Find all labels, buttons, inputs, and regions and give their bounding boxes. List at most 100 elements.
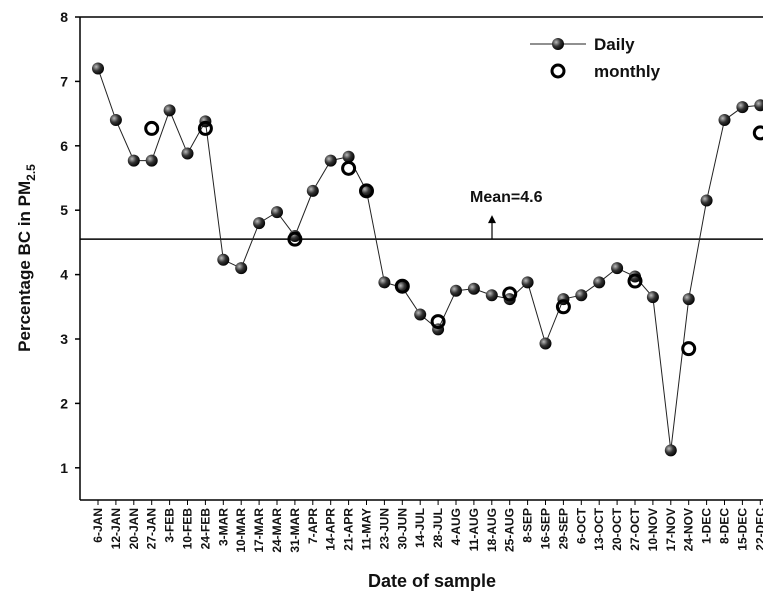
monthly-point bbox=[341, 160, 357, 176]
daily-point bbox=[611, 262, 624, 275]
daily-point bbox=[109, 114, 122, 127]
x-tick-label: 14-APR bbox=[324, 508, 338, 551]
x-tick-label: 6-OCT bbox=[574, 507, 588, 544]
monthly-point bbox=[197, 120, 213, 136]
x-tick-label: 20-JAN bbox=[127, 508, 141, 549]
x-tick-label: 15-DEC bbox=[735, 508, 749, 551]
legend-marker bbox=[552, 38, 564, 50]
x-tick-label: 12-JAN bbox=[109, 508, 123, 549]
monthly-point bbox=[502, 286, 518, 302]
y-tick-label: 1 bbox=[60, 460, 68, 476]
y-tick-label: 5 bbox=[60, 202, 68, 218]
daily-point bbox=[360, 184, 373, 197]
daily-point bbox=[575, 289, 588, 302]
daily-point bbox=[378, 276, 391, 289]
x-tick-label: 22-DEC bbox=[753, 508, 763, 551]
x-tick-label: 8-DEC bbox=[718, 508, 732, 544]
daily-point bbox=[324, 154, 337, 167]
daily-point bbox=[664, 444, 677, 457]
monthly-point bbox=[627, 273, 643, 289]
monthly-point bbox=[555, 299, 571, 315]
x-tick-label: 28-JUL bbox=[431, 508, 445, 548]
daily-point bbox=[718, 114, 731, 127]
y-tick-label: 2 bbox=[60, 395, 68, 411]
x-tick-label: 1-DEC bbox=[700, 508, 714, 544]
x-tick-label: 21-APR bbox=[342, 508, 356, 551]
x-tick-label: 6-JAN bbox=[91, 508, 105, 543]
x-tick-label: 18-AUG bbox=[485, 508, 499, 552]
daily-line bbox=[97, 68, 761, 451]
monthly-point bbox=[430, 314, 446, 330]
x-tick-label: 30-JUN bbox=[395, 508, 409, 549]
daily-point bbox=[521, 276, 534, 289]
daily-point bbox=[145, 154, 158, 167]
daily-point bbox=[646, 291, 659, 304]
legend-marker bbox=[550, 63, 566, 79]
legend-label: monthly bbox=[594, 62, 661, 81]
x-tick-label: 24-NOV bbox=[682, 508, 696, 551]
monthly-point bbox=[752, 125, 763, 141]
x-tick-label: 27-OCT bbox=[628, 507, 642, 550]
x-tick-label: 4-AUG bbox=[449, 508, 463, 545]
mean-label: Mean=4.6 bbox=[470, 189, 543, 206]
daily-point bbox=[92, 62, 104, 75]
monthly-point bbox=[144, 120, 160, 136]
x-tick-label: 10-NOV bbox=[646, 508, 660, 551]
x-tick-label: 25-AUG bbox=[503, 508, 517, 552]
daily-point bbox=[181, 147, 194, 160]
x-tick-label: 31-MAR bbox=[288, 508, 302, 553]
x-tick-label: 10-FEB bbox=[181, 508, 195, 550]
y-tick-label: 3 bbox=[60, 331, 68, 347]
legend-label: Daily bbox=[594, 35, 635, 54]
monthly-point bbox=[394, 278, 410, 294]
y-label-sub: 2.5 bbox=[24, 164, 38, 181]
daily-point bbox=[271, 206, 283, 219]
x-tick-label: 16-SEP bbox=[539, 508, 553, 549]
x-tick-label: 8-SEP bbox=[521, 508, 535, 543]
daily-point bbox=[163, 104, 176, 117]
daily-point bbox=[593, 276, 606, 289]
x-tick-label: 17-MAR bbox=[252, 508, 266, 553]
daily-point bbox=[700, 194, 713, 207]
daily-point bbox=[485, 289, 498, 302]
x-tick-label: 11-MAY bbox=[360, 508, 374, 550]
y-tick-label: 8 bbox=[60, 9, 68, 25]
x-tick-label: 7-APR bbox=[306, 508, 320, 544]
daily-point bbox=[414, 308, 427, 321]
x-tick-label: 3-MAR bbox=[216, 508, 230, 546]
x-tick-label: 27-JAN bbox=[145, 508, 159, 549]
daily-point bbox=[736, 101, 749, 114]
daily-point bbox=[127, 154, 140, 167]
x-tick-label: 24-FEB bbox=[198, 508, 212, 550]
daily-point bbox=[253, 217, 266, 230]
x-tick-label: 3-FEB bbox=[163, 508, 177, 543]
daily-point bbox=[682, 293, 695, 306]
mean-arrowhead bbox=[488, 215, 496, 224]
x-tick-label: 29-SEP bbox=[556, 508, 570, 549]
x-axis-label: Date of sample bbox=[368, 571, 496, 591]
daily-point bbox=[217, 253, 230, 266]
x-tick-label: 10-MAR bbox=[234, 508, 248, 553]
x-tick-label: 23-JUN bbox=[377, 508, 391, 549]
y-tick-label: 4 bbox=[60, 267, 68, 283]
y-tick-label: 7 bbox=[60, 73, 68, 89]
x-tick-label: 11-AUG bbox=[467, 508, 481, 551]
monthly-point bbox=[681, 341, 697, 357]
x-tick-label: 24-MAR bbox=[270, 508, 284, 553]
y-label-main: Percentage BC in PM bbox=[15, 181, 34, 352]
monthly-point bbox=[287, 231, 303, 247]
daily-point bbox=[539, 337, 552, 350]
x-tick-label: 13-OCT bbox=[592, 507, 606, 550]
y-axis-label: Percentage BC in PM2.5 bbox=[15, 164, 38, 352]
daily-point bbox=[467, 282, 480, 295]
x-tick-label: 17-NOV bbox=[664, 508, 678, 551]
daily-point bbox=[306, 184, 319, 197]
daily-point bbox=[754, 99, 763, 112]
y-tick-label: 6 bbox=[60, 138, 68, 154]
x-tick-label: 14-JUL bbox=[413, 508, 427, 548]
daily-point bbox=[235, 262, 248, 275]
x-tick-label: 20-OCT bbox=[610, 507, 624, 550]
monthly-point bbox=[359, 183, 374, 199]
